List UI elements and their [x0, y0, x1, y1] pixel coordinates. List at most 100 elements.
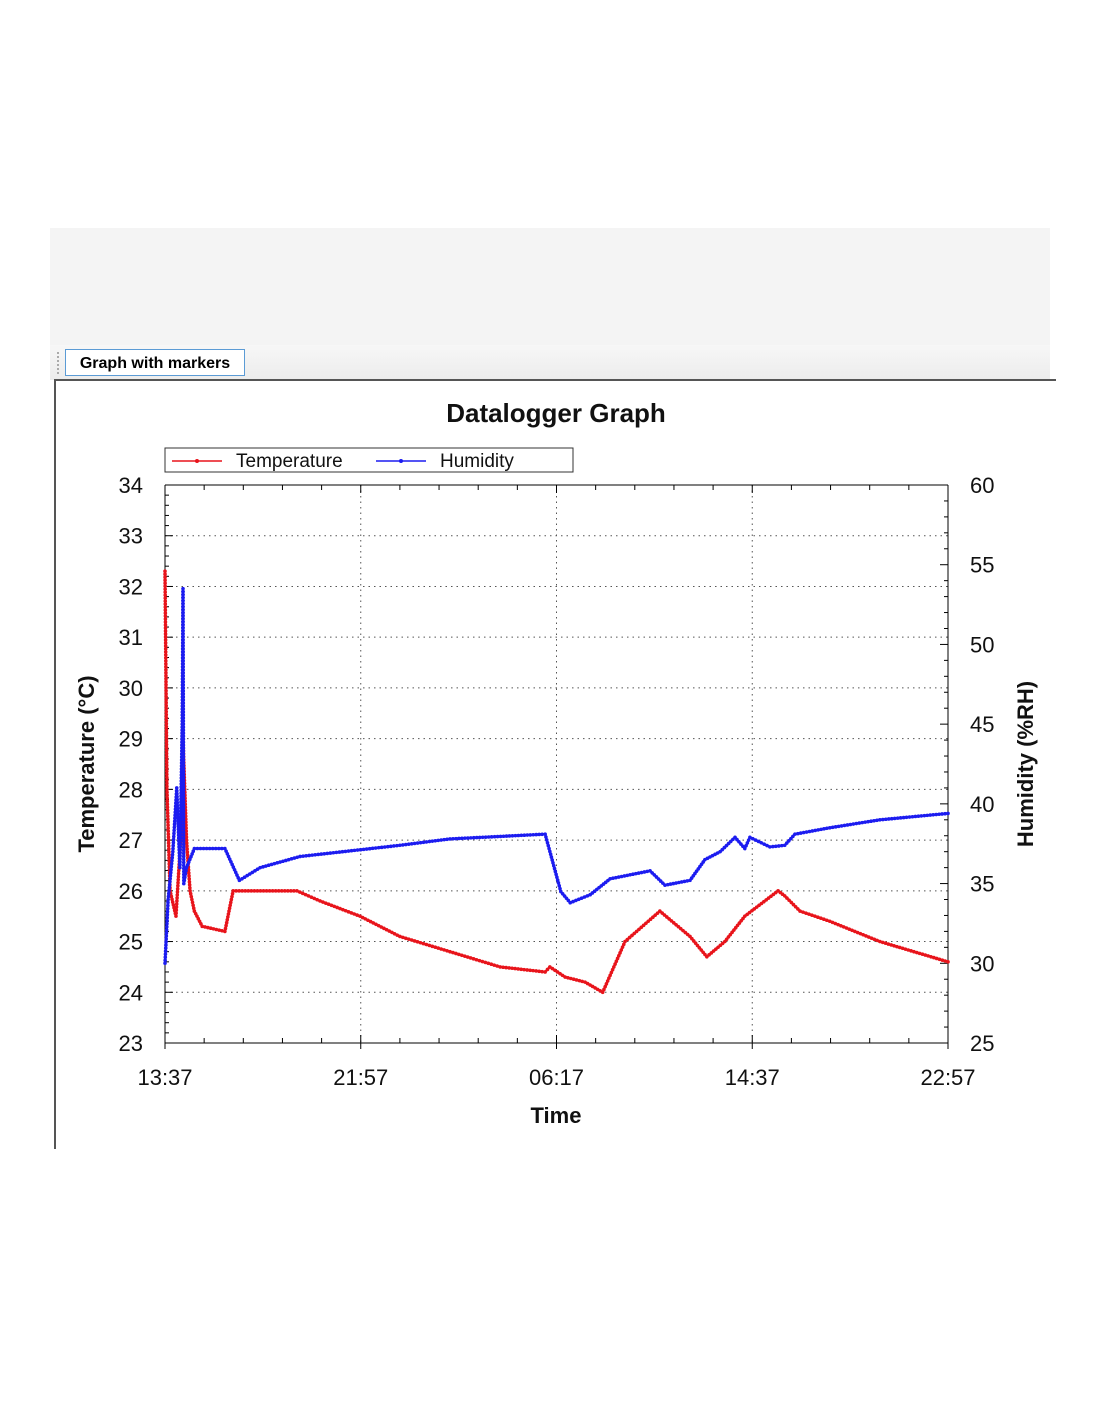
- humidity-marker: [181, 613, 185, 618]
- temperature-marker: [651, 915, 655, 919]
- y-tick-label: 31: [119, 625, 143, 650]
- temperature-marker: [436, 946, 441, 950]
- temperature-marker: [442, 948, 446, 952]
- humidity-marker: [504, 834, 509, 838]
- temperature-marker: [398, 934, 402, 939]
- y2-tick-label: 35: [970, 872, 994, 897]
- temperature-marker: [646, 919, 651, 924]
- humidity-marker: [448, 837, 452, 841]
- humidity-marker: [555, 878, 560, 882]
- humidity-marker: [869, 819, 873, 824]
- humidity-marker: [298, 854, 302, 859]
- humidity-marker: [480, 835, 485, 840]
- temperature-marker: [653, 913, 658, 917]
- humidity-marker: [286, 857, 291, 862]
- temperature-marker: [577, 978, 582, 983]
- y2-tick-label: 25: [970, 1031, 994, 1056]
- humidity-marker: [765, 843, 769, 848]
- y2-tick-label: 50: [970, 632, 994, 657]
- temperature-marker: [451, 950, 455, 955]
- temperature-marker: [187, 880, 192, 884]
- humidity-marker: [181, 830, 186, 835]
- humidity-marker: [181, 761, 186, 765]
- humidity-marker: [278, 860, 282, 864]
- temperature-marker: [164, 712, 169, 717]
- temperature-marker: [940, 958, 945, 962]
- temperature-marker: [227, 909, 231, 913]
- temperature-marker: [163, 611, 168, 615]
- humidity-marker: [183, 872, 188, 876]
- humidity-marker: [392, 844, 396, 848]
- temperature-marker: [164, 757, 169, 762]
- humidity-marker: [242, 875, 247, 879]
- temperature-marker: [166, 847, 171, 851]
- temperature-marker: [912, 949, 916, 954]
- temperature-marker: [793, 904, 798, 909]
- temperature-marker: [166, 832, 171, 836]
- humidity-marker: [181, 656, 185, 660]
- temperature-marker: [164, 700, 168, 705]
- temperature-marker: [839, 923, 843, 928]
- temperature-marker: [853, 929, 857, 934]
- temperature-marker: [917, 951, 922, 956]
- temperature-marker: [164, 709, 169, 714]
- tab-graph-with-markers[interactable]: Graph with markers: [65, 349, 245, 376]
- humidity-marker: [181, 619, 185, 624]
- temperature-marker: [211, 927, 216, 931]
- temperature-marker: [165, 796, 170, 801]
- temperature-marker: [189, 894, 194, 899]
- humidity-marker: [165, 912, 170, 917]
- humidity-marker: [614, 875, 618, 880]
- temperature-marker: [528, 968, 532, 973]
- humidity-marker: [207, 846, 212, 851]
- temperature-marker: [816, 915, 820, 919]
- humidity-marker: [179, 809, 183, 813]
- humidity-marker: [836, 824, 841, 829]
- humidity-marker: [164, 937, 168, 941]
- humidity-marker: [175, 803, 180, 808]
- humidity-marker: [568, 900, 573, 905]
- temperature-marker: [170, 897, 174, 902]
- humidity-marker: [916, 814, 921, 818]
- temperature-marker: [363, 917, 368, 921]
- humidity-marker: [164, 925, 169, 929]
- humidity-marker: [376, 845, 381, 850]
- humidity-marker: [913, 814, 918, 819]
- temperature-marker: [550, 966, 555, 971]
- temperature-marker: [188, 889, 192, 893]
- temperature-marker: [191, 903, 195, 908]
- temperature-marker: [165, 775, 169, 780]
- temperature-marker: [164, 668, 168, 672]
- temperature-marker: [504, 965, 508, 970]
- temperature-marker: [163, 629, 168, 633]
- humidity-marker: [168, 870, 173, 875]
- temperature-marker: [164, 745, 169, 750]
- humidity-marker: [181, 641, 185, 645]
- humidity-marker: [507, 834, 512, 838]
- humidity-marker: [255, 867, 260, 872]
- temperature-marker: [234, 889, 238, 893]
- temperature-marker: [163, 608, 168, 612]
- temperature-marker: [276, 889, 281, 893]
- humidity-marker: [361, 847, 366, 852]
- humidity-marker: [181, 815, 186, 820]
- x-tick-label: 22:57: [920, 1065, 975, 1090]
- temperature-marker: [934, 956, 939, 961]
- temperature-marker: [321, 900, 325, 904]
- temperature-marker: [841, 925, 846, 929]
- temperature-marker: [613, 962, 617, 966]
- temperature-marker: [889, 943, 894, 947]
- temperature-marker: [349, 911, 354, 915]
- humidity-marker: [418, 840, 423, 845]
- humidity-marker: [756, 839, 761, 844]
- temperature-marker: [252, 889, 257, 893]
- humidity-marker: [181, 671, 186, 675]
- temperature-marker: [850, 928, 854, 933]
- temperature-marker: [217, 928, 222, 932]
- humidity-marker: [181, 586, 185, 591]
- humidity-marker: [181, 607, 185, 612]
- temperature-marker: [395, 933, 400, 937]
- humidity-marker: [833, 825, 838, 829]
- humidity-marker: [492, 834, 497, 839]
- humidity-marker: [181, 662, 186, 666]
